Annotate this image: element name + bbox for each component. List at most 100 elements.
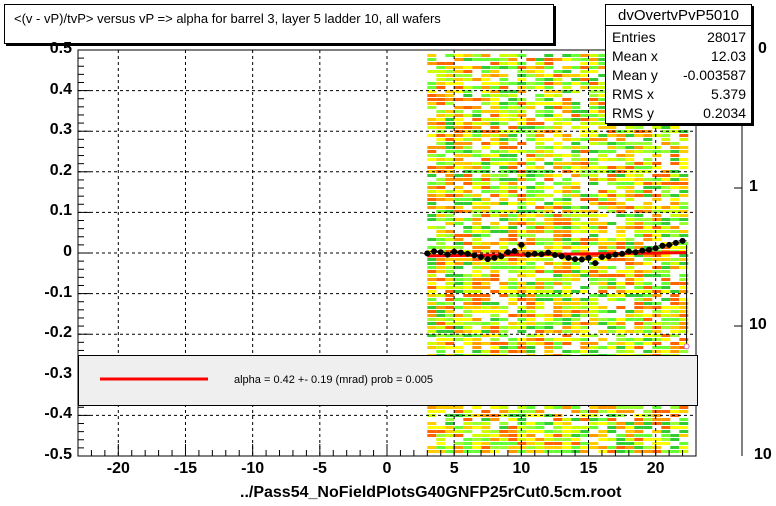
heatmap-cell xyxy=(517,438,527,441)
heatmap-cell xyxy=(472,262,482,265)
heatmap-cell xyxy=(463,278,473,281)
heatmap-cell xyxy=(427,430,437,433)
heatmap-cell xyxy=(580,338,590,341)
heatmap-cell xyxy=(544,102,554,105)
heatmap-cell xyxy=(598,318,608,321)
heatmap-cell xyxy=(544,114,554,117)
heatmap-cell xyxy=(472,78,482,81)
heatmap-cell xyxy=(643,350,653,353)
heatmap-cell xyxy=(499,434,509,437)
heatmap-cell xyxy=(553,450,563,453)
heatmap-cell xyxy=(553,102,563,105)
heatmap-cell xyxy=(535,446,545,449)
heatmap-cell xyxy=(607,134,617,137)
heatmap-cell xyxy=(598,62,608,65)
heatmap-cell xyxy=(544,174,554,177)
heatmap-cell xyxy=(643,134,653,137)
heatmap-cell xyxy=(589,282,599,285)
heatmap-cell xyxy=(661,310,671,313)
heatmap-cell xyxy=(616,434,626,437)
heatmap-cell xyxy=(598,206,608,209)
heatmap-cell xyxy=(508,162,518,165)
heatmap-cell xyxy=(625,318,635,321)
heatmap-cell xyxy=(643,258,653,261)
heatmap-cell xyxy=(625,214,635,217)
heatmap-cell xyxy=(598,286,608,289)
heatmap-cell xyxy=(634,442,644,445)
heatmap-cell xyxy=(436,82,446,85)
heatmap-cell xyxy=(445,450,455,453)
heatmap-cell xyxy=(679,282,689,285)
heatmap-cell xyxy=(670,290,680,293)
title-box xyxy=(4,4,554,44)
heatmap-cell xyxy=(490,278,500,281)
heatmap-cell xyxy=(454,166,464,169)
heatmap-cell xyxy=(580,206,590,209)
heatmap-cell xyxy=(607,174,617,177)
heatmap-cell xyxy=(535,110,545,113)
heatmap-cell xyxy=(436,110,446,113)
heatmap-cell xyxy=(616,346,626,349)
heatmap-cell xyxy=(634,222,644,225)
heatmap-cell xyxy=(526,410,536,413)
heatmap-cell xyxy=(571,442,581,445)
heatmap-cell xyxy=(526,106,536,109)
heatmap-cell xyxy=(562,110,572,113)
heatmap-cell xyxy=(562,322,572,325)
heatmap-cell xyxy=(634,218,644,221)
heatmap-cell xyxy=(535,126,545,129)
heatmap-cell xyxy=(580,70,590,73)
heatmap-cell xyxy=(616,154,626,157)
heatmap-cell xyxy=(607,158,617,161)
heatmap-cell xyxy=(670,450,680,453)
heatmap-cell xyxy=(625,218,635,221)
heatmap-cell xyxy=(499,186,509,189)
heatmap-cell xyxy=(661,222,671,225)
heatmap-cell xyxy=(436,158,446,161)
heatmap-cell xyxy=(625,194,635,197)
heatmap-cell xyxy=(472,178,482,181)
heatmap-cell xyxy=(643,294,653,297)
heatmap-cell xyxy=(436,330,446,333)
heatmap-cell xyxy=(481,178,491,181)
heatmap-cell xyxy=(616,258,626,261)
heatmap-cell xyxy=(436,122,446,125)
heatmap-cell xyxy=(679,166,689,169)
heatmap-cell xyxy=(436,306,446,309)
chart-title: <(v - vP)/tvP> versus vP => alpha for ba… xyxy=(14,11,441,26)
heatmap-cell xyxy=(454,350,464,353)
heatmap-cell xyxy=(472,218,482,221)
heatmap-cell xyxy=(499,74,509,77)
profile-point xyxy=(498,253,505,260)
heatmap-cell xyxy=(544,194,554,197)
heatmap-cell xyxy=(499,190,509,193)
heatmap-cell xyxy=(454,162,464,165)
heatmap-cell xyxy=(589,418,599,421)
heatmap-cell xyxy=(661,130,671,133)
heatmap-cell xyxy=(481,170,491,173)
heatmap-cell xyxy=(616,270,626,273)
heatmap-cell xyxy=(499,422,509,425)
heatmap-cell xyxy=(616,182,626,185)
heatmap-cell xyxy=(472,346,482,349)
heatmap-cell xyxy=(616,234,626,237)
heatmap-cell xyxy=(589,70,599,73)
heatmap-cell xyxy=(517,214,527,217)
heatmap-cell xyxy=(643,254,653,257)
heatmap-cell xyxy=(472,138,482,141)
heatmap-cell xyxy=(481,274,491,277)
heatmap-cell xyxy=(661,442,671,445)
heatmap-cell xyxy=(580,138,590,141)
heatmap-cell xyxy=(481,54,491,57)
heatmap-cell xyxy=(589,426,599,429)
heatmap-cell xyxy=(670,350,680,353)
heatmap-cell xyxy=(517,322,527,325)
heatmap-cell xyxy=(589,142,599,145)
heatmap-cell xyxy=(508,54,518,57)
heatmap-cell xyxy=(481,426,491,429)
heatmap-cell xyxy=(571,430,581,433)
heatmap-cell xyxy=(643,210,653,213)
heatmap-cell xyxy=(463,318,473,321)
heatmap-cell xyxy=(427,58,437,61)
heatmap-cell xyxy=(481,262,491,265)
